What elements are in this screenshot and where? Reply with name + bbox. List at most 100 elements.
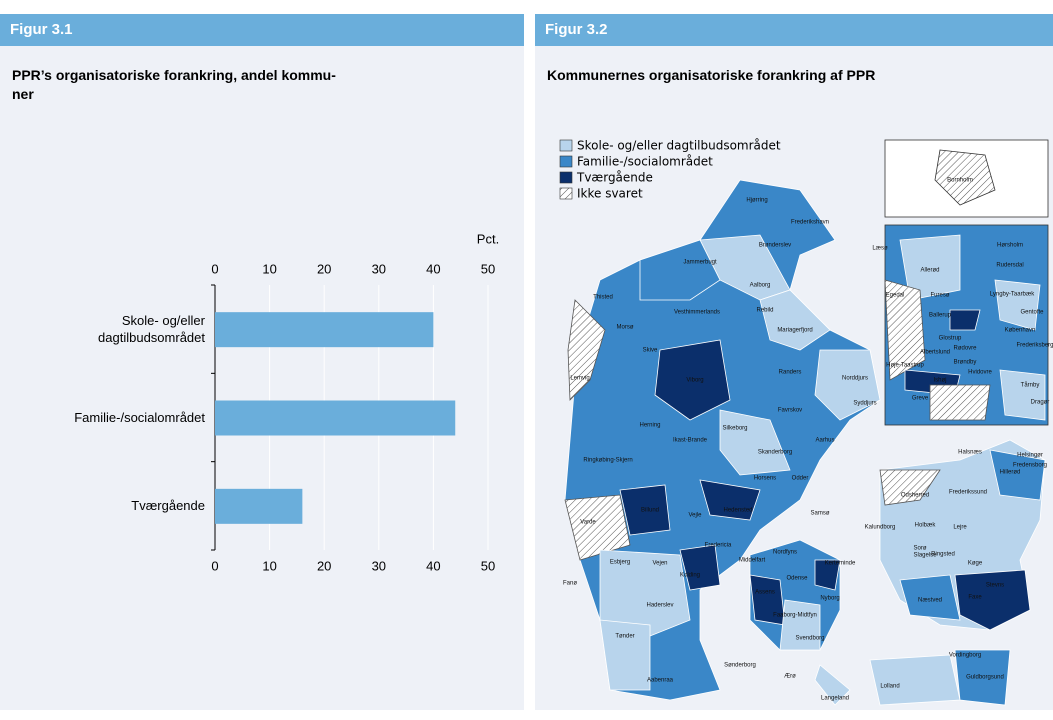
map-label: Kalundborg	[865, 525, 896, 531]
map-label: Høje-Taastrup	[886, 363, 924, 369]
map-label: Odense	[786, 576, 808, 582]
map-label: Halsnæs	[958, 450, 982, 456]
map-label: Fanø	[563, 581, 577, 587]
figure-label: Figur 3.2	[535, 14, 1053, 46]
map-label: Vesthimmerlands	[674, 310, 720, 316]
figure-title: PPR’s organisatoriske forankring, andel …	[12, 66, 336, 104]
map-label: Aalborg	[750, 283, 771, 289]
x-tick-label: 50	[481, 558, 495, 573]
map-label: Aarhus	[815, 438, 834, 444]
map-label: Ærø	[784, 674, 796, 680]
map-label: Mariagerfjord	[777, 328, 812, 334]
map-label: Vejen	[652, 561, 667, 567]
map-label: Hedensted	[723, 508, 752, 514]
x-tick-label: 0	[211, 558, 218, 573]
map-label: Ringkøbing-Skjern	[583, 458, 632, 464]
map-label: Nordfyns	[773, 550, 797, 556]
map-label: Næstved	[918, 598, 942, 604]
y-tick-label: Tværgående	[131, 498, 205, 514]
map-label: Tønder	[615, 634, 634, 640]
map-label: Hvidovre	[968, 370, 992, 376]
map-label: Viborg	[686, 378, 703, 384]
map-label: Tårnby	[1021, 382, 1040, 389]
map-label: Middelfart	[739, 558, 766, 564]
map-label: Faxe	[968, 595, 982, 601]
map-label: Sorø	[913, 546, 926, 552]
map-label: Svendborg	[795, 636, 824, 642]
bar	[215, 400, 456, 436]
map-label: Assens	[755, 590, 775, 596]
legend-label: Ikke svaret	[577, 187, 643, 201]
map-label: Silkeborg	[722, 426, 747, 432]
map-label: Thisted	[593, 295, 613, 301]
axis-label: Pct.	[477, 231, 499, 246]
map-label: Lolland	[880, 684, 899, 690]
bar	[215, 312, 434, 348]
legend-label: Tværgående	[576, 171, 653, 185]
map-label: Samsø	[810, 511, 829, 517]
map-label: Gentofte	[1020, 310, 1044, 316]
map-label: Lyngby-Taarbæk	[990, 292, 1035, 298]
map-label: Rebild	[756, 308, 773, 314]
map-label: Skanderborg	[758, 450, 792, 456]
map-label: Ringsted	[931, 552, 955, 558]
map-label: Ishøj	[933, 378, 946, 384]
map-label: Albertslund	[920, 350, 950, 356]
map-label: Helsingør	[1017, 453, 1043, 459]
title-line: PPR’s organisatoriske forankring, andel …	[12, 67, 336, 83]
map-label: Hørsholm	[997, 243, 1023, 249]
map-label: Esbjerg	[610, 560, 630, 566]
map-label: Vordingborg	[949, 653, 981, 659]
x-tick-label: 40	[426, 261, 440, 276]
map-label: Haderslev	[646, 603, 673, 609]
map-label: Ballerup	[929, 313, 952, 319]
figure-title: Kommunernes organisatoriske forankring a…	[547, 67, 876, 83]
map-label: Hillerød	[1000, 470, 1021, 476]
map-label: Brøndby	[954, 360, 977, 366]
figure-panel: Figur 3.1 PPR’s organisatoriske forankri…	[0, 14, 524, 710]
map-label: Odsherred	[901, 493, 929, 499]
x-tick-label: 30	[372, 261, 386, 276]
map-label: Randers	[779, 370, 802, 376]
map-label: Guldborgsund	[966, 675, 1004, 681]
map-label: Morsø	[617, 325, 634, 331]
map-label: Vejle	[688, 513, 702, 519]
map-label: Odder	[792, 476, 809, 482]
map-label: Fredensborg	[1013, 463, 1047, 469]
map-label: Syddjurs	[853, 401, 876, 407]
map-label: Sønderborg	[724, 663, 756, 669]
map-label: Horsens	[754, 476, 776, 482]
map-label: Nyborg	[820, 596, 839, 602]
map-label: Læsø	[872, 246, 888, 252]
map-label: Rødovre	[953, 346, 977, 352]
map-label: Favrskov	[778, 408, 802, 414]
x-tick-label: 30	[372, 558, 386, 573]
map-label: Frederikssund	[949, 490, 987, 496]
y-tick-label: Skole- og/eller dagtilbudsområdet	[98, 313, 205, 346]
legend-label: Skole- og/eller dagtilbudsområdet	[577, 139, 781, 153]
legend-swatch	[559, 171, 573, 184]
x-tick-label: 10	[262, 261, 276, 276]
legend-label: Familie-/socialområdet	[577, 155, 713, 169]
map-label: Greve	[912, 396, 929, 402]
map-label: Varde	[580, 520, 596, 526]
x-tick-label: 20	[317, 558, 331, 573]
map-label: Holbæk	[915, 523, 937, 529]
title-line: ner	[12, 86, 34, 102]
map-label: Faaborg-Midtfyn	[773, 613, 817, 619]
map-label: Dragør	[1031, 400, 1050, 406]
map-label: Brønderslev	[759, 243, 791, 249]
map-label: Norddjurs	[842, 376, 868, 382]
legend-swatch	[559, 187, 573, 200]
map-label: Billund	[641, 508, 659, 514]
map-label: Lemvig	[570, 376, 589, 382]
map-label: Stevns	[986, 583, 1004, 589]
map-label: Allerød	[920, 268, 939, 274]
legend-swatch	[559, 139, 573, 152]
map-label: Slagelse	[913, 553, 937, 559]
map-label: Lejre	[953, 525, 967, 531]
x-tick-label: 0	[211, 261, 218, 276]
map-label: København	[1005, 328, 1036, 334]
